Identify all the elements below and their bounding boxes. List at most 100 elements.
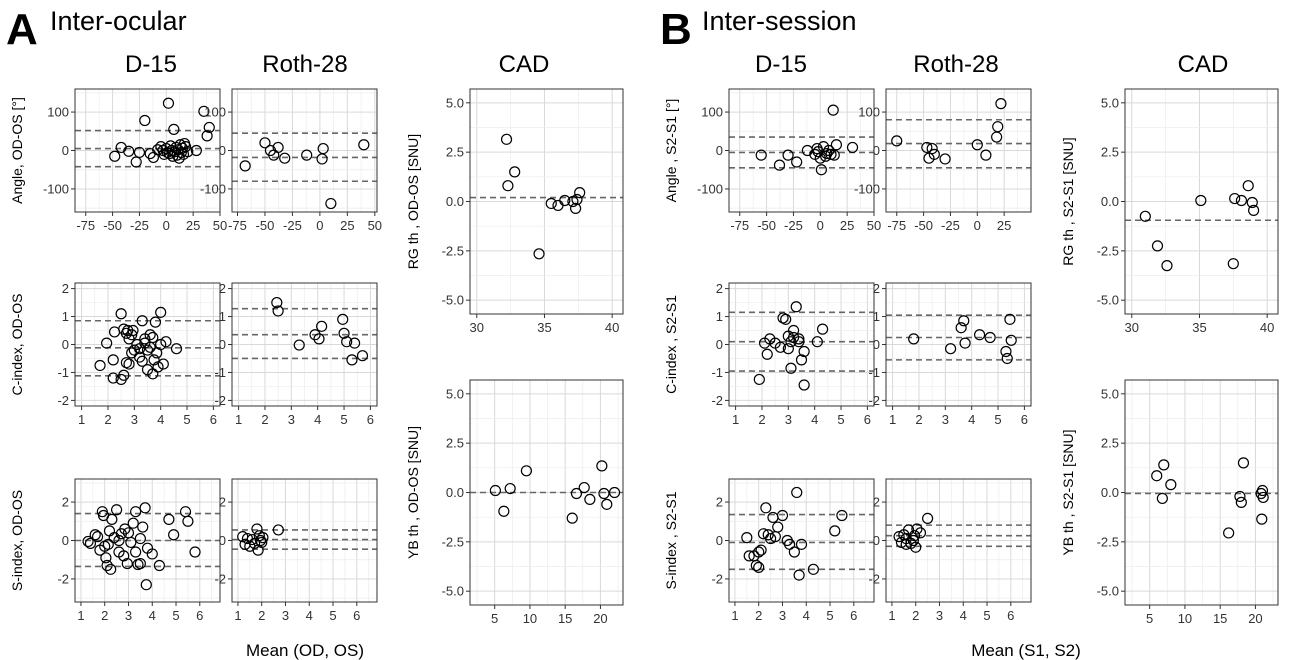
plot-a-d15-s: 1 2 3 4 5 6 -2 0 2 S-index, OD-OS bbox=[9, 478, 221, 623]
data-point bbox=[107, 354, 119, 366]
x-tick-label: 5 bbox=[340, 412, 347, 427]
data-point bbox=[136, 355, 148, 367]
data-point bbox=[902, 524, 915, 536]
data-point bbox=[1004, 313, 1016, 325]
data-point bbox=[133, 146, 146, 159]
y-tick-label: -1 bbox=[868, 365, 880, 380]
data-point bbox=[337, 313, 349, 325]
data-point bbox=[163, 513, 175, 525]
data-point bbox=[123, 145, 135, 157]
y-tick-label: 5.0 bbox=[1101, 386, 1119, 401]
x-tick-label: 3 bbox=[125, 608, 132, 623]
x-tick-label: 2 bbox=[261, 412, 268, 427]
gridlines bbox=[1125, 380, 1278, 605]
x-tick-label: 2 bbox=[912, 608, 919, 623]
data-point bbox=[500, 133, 513, 145]
data-point bbox=[341, 336, 353, 348]
data-point bbox=[755, 544, 767, 556]
gridlines bbox=[886, 479, 1031, 602]
data-point bbox=[1257, 491, 1269, 504]
y-axis-label: YB th , OD-OS [SNU] bbox=[405, 426, 421, 559]
data-point bbox=[570, 202, 582, 215]
y-tick-label: -2 bbox=[214, 393, 226, 408]
y-tick-label: 2.5 bbox=[1101, 145, 1119, 160]
data-point bbox=[788, 546, 800, 558]
panel-a-header: A Inter-ocular D-15 Roth-28 CAD Mean (OD… bbox=[6, 5, 549, 660]
data-point bbox=[279, 152, 291, 164]
data-point bbox=[846, 141, 859, 154]
data-point bbox=[971, 139, 983, 151]
data-point bbox=[155, 306, 167, 318]
y-tick-label: -2 bbox=[711, 571, 723, 586]
data-point bbox=[313, 333, 325, 345]
data-point bbox=[776, 509, 789, 522]
data-point bbox=[358, 139, 370, 151]
x-tick-label: 5 bbox=[837, 412, 844, 427]
plot-b-d15-s: 1 2 3 4 5 6 -2 0 2 S-index , S2-S1 bbox=[663, 478, 875, 623]
data-points bbox=[82, 502, 201, 591]
y-tick-label: 2 bbox=[873, 495, 880, 510]
data-point bbox=[1156, 492, 1168, 505]
data-point bbox=[790, 301, 802, 313]
x-tick-label: -75 bbox=[887, 218, 906, 233]
data-point bbox=[596, 460, 608, 472]
data-point bbox=[256, 536, 268, 549]
data-point bbox=[973, 329, 986, 341]
data-point bbox=[259, 137, 271, 149]
y-tick-label: -1 bbox=[711, 365, 723, 380]
data-point bbox=[772, 521, 784, 533]
data-point bbox=[122, 324, 134, 337]
limits-of-agreement bbox=[729, 136, 874, 169]
y-tick-label: 1 bbox=[873, 309, 880, 324]
x-tick-label: 35 bbox=[1192, 320, 1206, 335]
y-tick-label: -2 bbox=[57, 571, 69, 586]
data-point bbox=[1158, 459, 1170, 471]
data-point bbox=[980, 149, 992, 161]
x-tick-label: 3 bbox=[288, 412, 295, 427]
y-tick-label: 0.0 bbox=[446, 485, 464, 500]
y-axis-label: S-index , S2-S1 bbox=[663, 491, 679, 589]
data-point bbox=[91, 531, 104, 543]
panel-a-letter: A bbox=[6, 5, 38, 54]
y-tick-label: -5.0 bbox=[442, 584, 464, 599]
y-axis-label: Angle, OD-OS [°] bbox=[9, 97, 25, 204]
data-point bbox=[100, 552, 112, 564]
x-tick-label: 10 bbox=[523, 611, 537, 626]
y-axis-label: RG th , OD-OS [SNU] bbox=[405, 134, 421, 269]
plot-b-r28-angle: -75 -50 -25 0 25 -100 0 100 bbox=[854, 88, 1032, 233]
x-tick-label: 6 bbox=[850, 608, 857, 623]
plot-a-r28-s: 1 2 3 4 5 6 -2 0 2 bbox=[214, 478, 378, 623]
data-point bbox=[992, 121, 1004, 133]
y-tick-label: 2 bbox=[62, 281, 69, 296]
data-point bbox=[149, 316, 162, 328]
y-tick-label: 0 bbox=[716, 337, 723, 352]
data-point bbox=[190, 144, 202, 157]
data-point bbox=[891, 135, 903, 147]
data-point bbox=[811, 336, 823, 348]
data-point bbox=[272, 141, 284, 154]
data-point bbox=[155, 338, 167, 351]
data-point bbox=[317, 142, 329, 155]
data-point bbox=[178, 137, 191, 150]
x-tick-label: 2 bbox=[104, 412, 111, 427]
data-points bbox=[489, 460, 621, 524]
data-point bbox=[760, 502, 772, 514]
data-point bbox=[189, 546, 201, 558]
data-point bbox=[753, 546, 765, 558]
data-point bbox=[130, 156, 142, 168]
data-point bbox=[147, 331, 159, 344]
data-point bbox=[1151, 240, 1164, 252]
y-tick-label: 0 bbox=[873, 533, 880, 548]
limits-of-agreement bbox=[75, 129, 220, 168]
data-point bbox=[338, 327, 350, 339]
x-tick-label: 4 bbox=[968, 412, 975, 427]
x-tick-label: -75 bbox=[228, 218, 247, 233]
panel-b-xlabel: Mean (S1, S2) bbox=[971, 641, 1081, 660]
x-tick-label: 4 bbox=[306, 608, 313, 623]
data-point bbox=[773, 159, 786, 171]
plot-b-cad-rg: 30 35 40 5.0 2.5 0.0 -2.5 -5.0 RG th , S2-S1 [SN… bbox=[1060, 88, 1279, 335]
y-tick-label: 100 bbox=[204, 105, 226, 120]
data-point bbox=[893, 531, 905, 543]
y-tick-label: 5.0 bbox=[1101, 95, 1119, 110]
y-tick-label: 0 bbox=[62, 533, 69, 548]
